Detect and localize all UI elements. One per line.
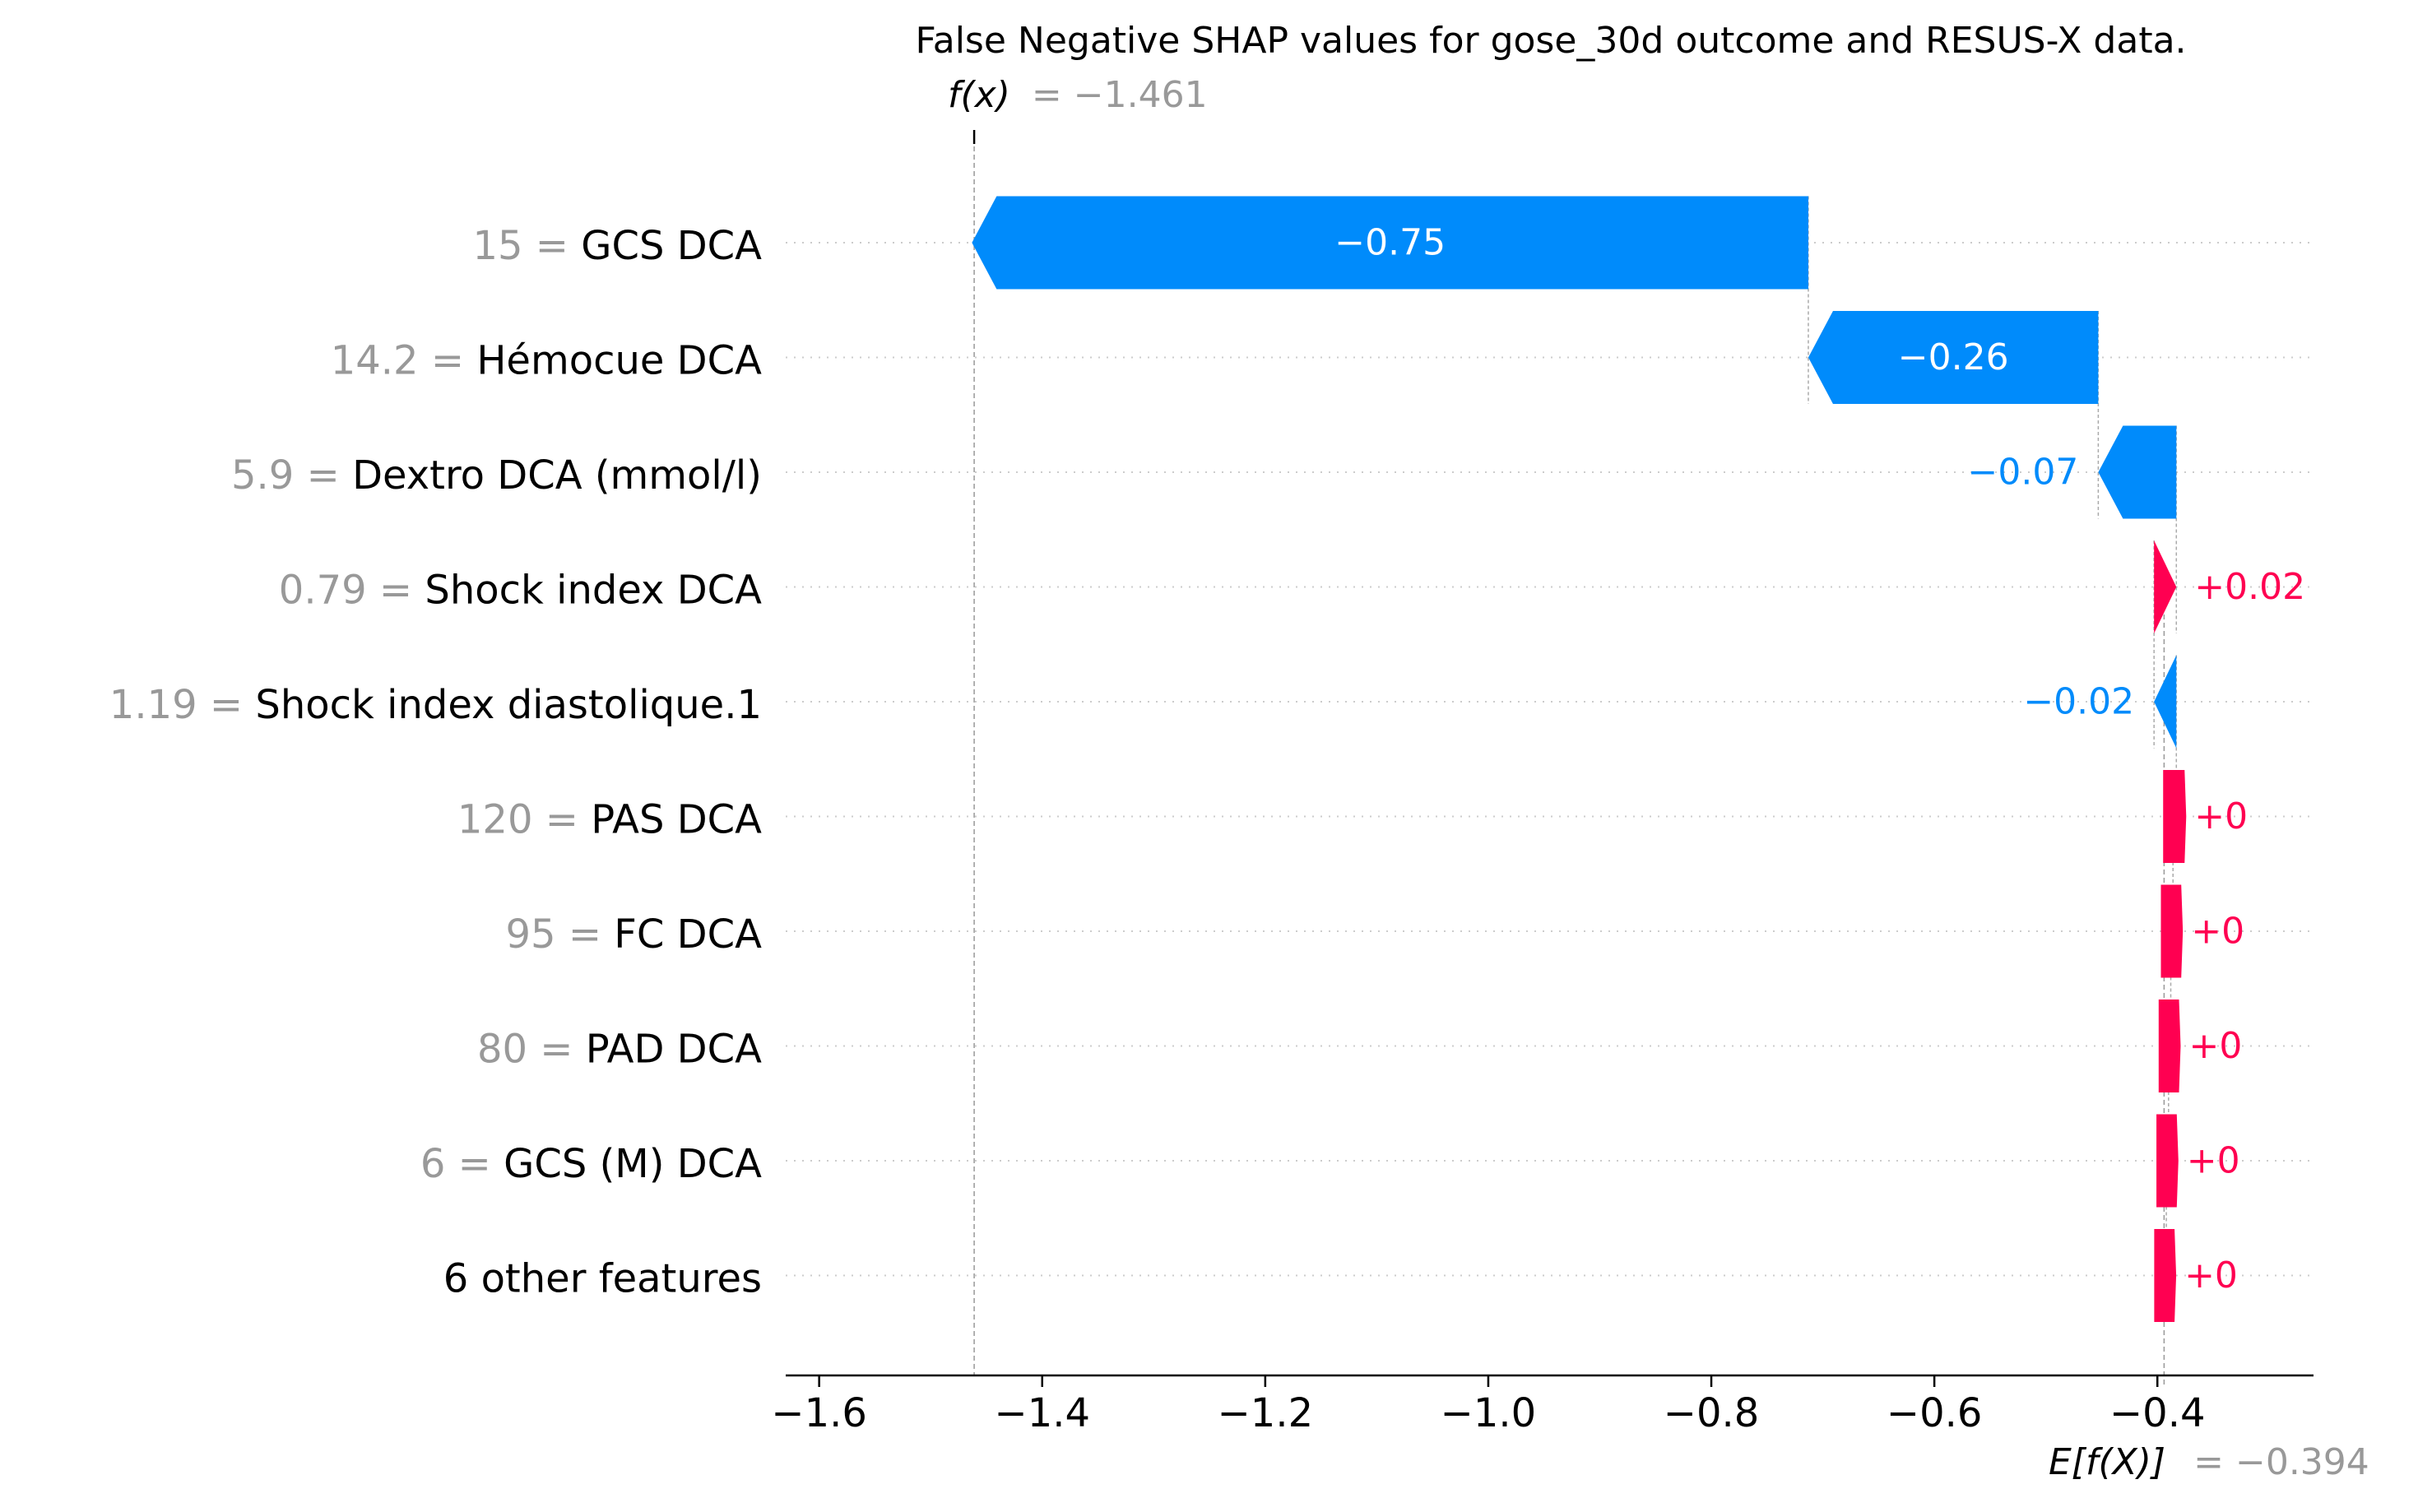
shap-value-label: −0.02 <box>2023 681 2134 723</box>
feature-value: 120 = <box>457 797 591 843</box>
feature-name: Shock index diastolique.1 <box>255 682 762 728</box>
feature-label: 1.19 = Shock index diastolique.1 <box>109 682 762 728</box>
fx-value: = −1.461 <box>1032 74 1208 116</box>
ex-label: E[f(X)] <box>2049 1441 2165 1483</box>
bars-group: −0.75 −0.26 −0.07 +0.02 −0.02 +0 +0 +0 +0 +0 <box>972 196 2305 1322</box>
shap-bar <box>2156 1114 2179 1208</box>
shap-value-label: +0 <box>2191 911 2244 953</box>
feature-name: PAS DCA <box>591 797 762 843</box>
x-tick-label: −0.8 <box>1664 1390 1760 1436</box>
shap-bar <box>2154 1229 2177 1322</box>
x-tick-label: −1.6 <box>771 1390 867 1436</box>
x-tick-label: −1.2 <box>1218 1390 1314 1436</box>
feature-name: Hémocue DCA <box>476 338 762 384</box>
feature-value: 5.9 = <box>231 452 352 499</box>
feature-name: GCS (M) DCA <box>504 1141 762 1187</box>
ex-value: = −0.394 <box>2193 1441 2369 1483</box>
shap-value-label: +0.02 <box>2194 566 2305 608</box>
feature-labels: 15 = GCS DCA 14.2 = Hémocue DCA 5.9 = Dext… <box>109 223 762 1302</box>
feature-value: 15 = <box>472 223 581 269</box>
feature-value: 0.79 = <box>279 568 425 614</box>
feature-value: 14.2 = <box>331 338 477 384</box>
x-tick-label: −1.4 <box>994 1390 1090 1436</box>
fx-label: f(x) <box>948 74 1010 116</box>
shap-value-label: −0.75 <box>1334 222 1446 264</box>
x-axis: −1.6 −1.4 −1.2 −1.0 −0.8 −0.6 −0.4 <box>771 1374 2314 1436</box>
shap-bar <box>972 196 1808 290</box>
x-tick-label: −0.4 <box>2109 1390 2206 1436</box>
shap-bar <box>2160 884 2184 978</box>
shap-value-label: +0 <box>2184 1255 2238 1296</box>
feature-label: 95 = FC DCA <box>505 911 762 958</box>
chart-title: False Negative SHAP values for gose_30d … <box>915 20 2186 62</box>
feature-name: GCS DCA <box>581 223 762 269</box>
ex-annotation: E[f(X)] = −0.394 <box>2049 1441 2369 1483</box>
feature-label: 6 other features <box>443 1256 762 1302</box>
x-tick-label: −0.6 <box>1887 1390 1983 1436</box>
feature-name: FC DCA <box>614 911 762 958</box>
feature-label: 14.2 = Hémocue DCA <box>331 338 762 384</box>
feature-label: 120 = PAS DCA <box>457 797 762 843</box>
feature-value: 80 = <box>477 1027 586 1073</box>
x-tick-label: −1.0 <box>1441 1390 1537 1436</box>
feature-name: PAD DCA <box>586 1027 762 1073</box>
feature-label: 80 = PAD DCA <box>477 1027 762 1073</box>
feature-label: 6 = GCS (M) DCA <box>420 1141 762 1187</box>
shap-value-label: +0 <box>2188 1025 2242 1067</box>
feature-name: Shock index DCA <box>425 568 762 614</box>
shap-bar <box>1808 311 2099 404</box>
shap-bar <box>2098 425 2177 519</box>
shap-bar <box>2154 655 2177 749</box>
shap-value-label: −0.07 <box>1968 452 2079 494</box>
feature-value: 95 = <box>505 911 614 958</box>
feature-value: 1.19 = <box>109 682 256 728</box>
shap-bar <box>2163 770 2187 863</box>
shap-value-label: −0.26 <box>1898 336 2009 378</box>
feature-label: 0.79 = Shock index DCA <box>279 568 762 614</box>
shap-bar <box>2158 999 2181 1092</box>
feature-value: 6 = <box>420 1141 504 1187</box>
feature-label: 15 = GCS DCA <box>472 223 762 269</box>
shap-value-label: +0 <box>2194 795 2248 837</box>
feature-label: 5.9 = Dextro DCA (mmol/l) <box>231 452 762 499</box>
shap-bar <box>2154 540 2177 633</box>
fx-annotation: f(x) = −1.461 <box>948 74 1208 116</box>
feature-name: Dextro DCA (mmol/l) <box>352 452 762 499</box>
shap-value-label: +0 <box>2187 1140 2240 1182</box>
feature-name: 6 other features <box>443 1256 762 1302</box>
